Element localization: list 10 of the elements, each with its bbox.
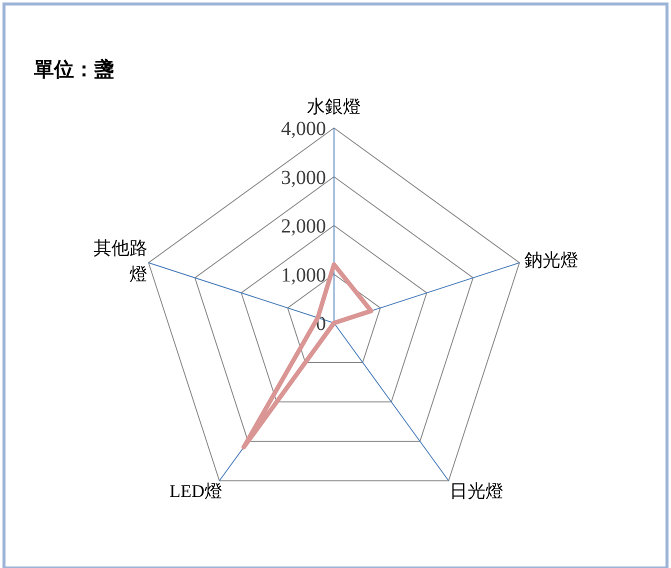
spoke-label: 日光燈 — [449, 481, 504, 502]
spoke-label: LED燈 — [170, 481, 223, 502]
y-tick-label: 4,000 — [281, 118, 326, 140]
y-tick-label: 3,000 — [281, 166, 326, 189]
y-tick-label: 1,000 — [281, 264, 326, 286]
chart-title: 單位：盞 — [33, 58, 114, 81]
spoke-label: 鈉光燈 — [524, 250, 579, 270]
spoke-label: 其他路燈 — [93, 238, 148, 284]
y-tick-label: 2,000 — [281, 216, 326, 238]
spoke-label: 水銀燈 — [307, 96, 361, 116]
